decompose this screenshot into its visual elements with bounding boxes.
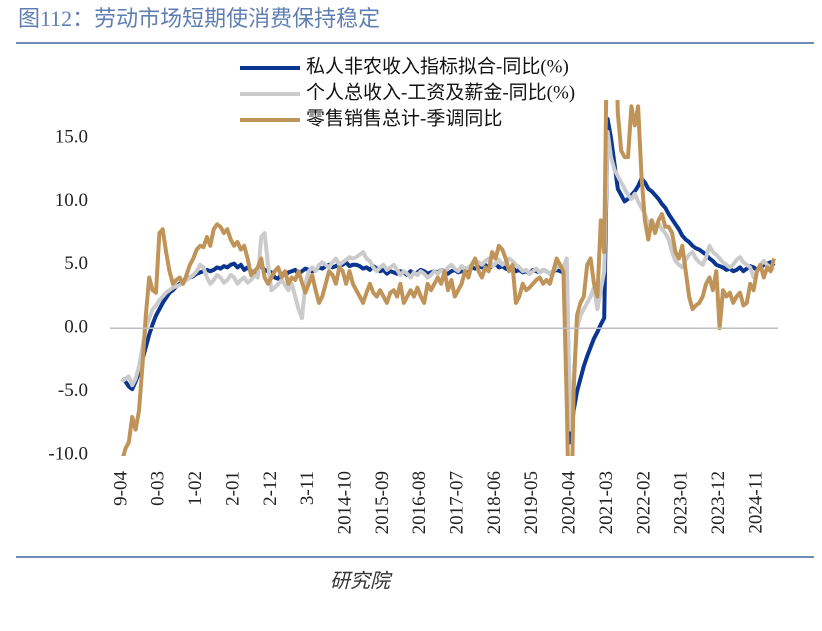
x-tick-label: 9-04 xyxy=(110,471,131,506)
legend-label: 个人总收入-工资及薪金-同比(%) xyxy=(306,81,575,103)
y-tick-label: 5.0 xyxy=(64,253,88,274)
plot-area xyxy=(120,100,776,456)
legend-label: 私人非农收入指标拟合-同比(%) xyxy=(306,55,569,77)
x-tick-label: 2019-05 xyxy=(521,471,542,534)
y-tick-label: -5.0 xyxy=(58,380,88,401)
series-line xyxy=(121,100,776,456)
x-tick-label: 3-11 xyxy=(297,471,318,505)
x-tick-label: 2015-09 xyxy=(372,471,393,534)
x-tick-label: 2023-01 xyxy=(671,471,692,534)
x-tick-label: 2020-04 xyxy=(559,471,580,535)
series-line xyxy=(120,117,776,445)
x-tick-label: 2014-10 xyxy=(334,471,355,534)
y-tick-label: 10.0 xyxy=(55,190,88,211)
x-tick-label: 2023-12 xyxy=(708,471,729,534)
series-line xyxy=(120,129,776,432)
x-tick-label: 2016-08 xyxy=(409,471,430,534)
legend-label: 零售销售总计-季调同比 xyxy=(306,107,502,129)
x-tick-label: 2017-07 xyxy=(447,471,468,534)
x-tick-label: 2-12 xyxy=(260,471,281,506)
y-tick-label: 15.0 xyxy=(55,126,88,147)
x-tick-label: 2021-03 xyxy=(596,471,617,534)
x-tick-label: 0-03 xyxy=(148,471,169,506)
y-tick-label: -10.0 xyxy=(48,443,88,464)
y-tick-label: 0.0 xyxy=(64,317,88,338)
x-tick-label: 1-02 xyxy=(185,471,206,506)
x-tick-label: 2-01 xyxy=(222,471,243,506)
source-note: 研究院 xyxy=(330,571,393,593)
x-tick-label: 2024-11 xyxy=(745,471,766,534)
x-tick-label: 2022-02 xyxy=(633,471,654,534)
chart-title: 图112：劳动市场短期使消费保持稳定 xyxy=(18,6,380,31)
x-tick-label: 2018-06 xyxy=(484,471,505,534)
